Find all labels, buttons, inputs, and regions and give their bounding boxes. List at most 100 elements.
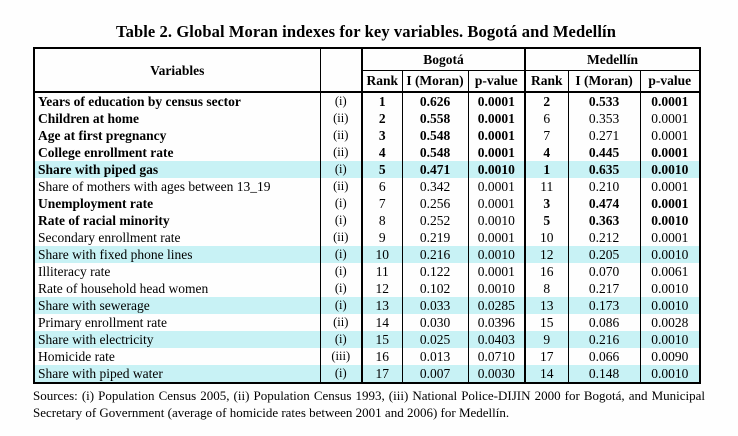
variable-name-cell: Share with piped gas — [34, 161, 321, 178]
variable-name-cell: Share with fixed phone lines — [34, 246, 321, 263]
bogota-moran-cell: 0.256 — [402, 195, 469, 212]
medellin-pvalue-cell: 0.0010 — [640, 246, 701, 263]
table-row: Share with electricity (i) 15 0.025 0.0403 9 0… — [34, 331, 701, 348]
table-row: Primary enrollment rate (ii) 14 0.030 0.0396… — [34, 314, 700, 331]
medellin-rank-cell: 16 — [525, 263, 569, 280]
variable-name-cell: Years of education by census sector — [34, 92, 321, 110]
medellin-pvalue-header: p-value — [640, 70, 701, 93]
medellin-pvalue-cell: 0.0010 — [651, 213, 689, 228]
bogota-pvalue-cell: 0.0001 — [468, 229, 527, 246]
medellin-pvalue-cell: 0.0001 — [651, 179, 689, 194]
bogota-moran-cell: 0.626 — [402, 92, 469, 110]
source-note-cell: (ii) — [320, 144, 363, 161]
medellin-pvalue-cell: 0.0010 — [640, 331, 701, 348]
source-note-cell: (ii) — [320, 110, 363, 127]
bogota-moran-cell: 0.219 — [402, 229, 469, 246]
variable-name-cell: Unemployment rate — [34, 195, 321, 212]
bogota-rank-cell: 16 — [362, 348, 403, 365]
sources-footnote: Sources: (i) Population Census 2005, (ii… — [33, 388, 705, 420]
medellin-pvalue-cell: 0.0001 — [651, 230, 689, 245]
bogota-moran-cell: 0.252 — [402, 212, 469, 229]
medellin-pvalue-cell: 0.0010 — [640, 365, 701, 383]
subcolumn-header-row: Rank I (Moran) p-value Rank I (Moran) p-… — [34, 70, 701, 93]
variable-name-cell: Share with sewerage — [34, 297, 321, 314]
bogota-rank-header: Rank — [362, 70, 403, 93]
table-row: Rate of racial minority (i) 8 0.252 0.0010 5 0… — [34, 212, 700, 229]
medellin-pvalue-cell: 0.0001 — [651, 196, 689, 211]
variable-name-cell: Primary enrollment rate — [34, 314, 321, 331]
bogota-moran-cell: 0.030 — [402, 314, 469, 331]
table-body: Years of education by census sector (i) 1 0… — [34, 92, 701, 383]
source-note-cell: (ii) — [320, 127, 363, 144]
bogota-pvalue-cell: 0.0010 — [468, 280, 527, 297]
medellin-moran-cell: 0.271 — [568, 127, 641, 144]
variable-name-cell: Share with piped water — [34, 365, 321, 383]
medellin-rank-cell: 13 — [525, 297, 569, 314]
bogota-moran-cell: 0.548 — [402, 144, 469, 161]
medellin-rank-cell: 4 — [525, 144, 569, 161]
source-note-cell: (i) — [320, 161, 363, 178]
table-row: Years of education by census sector (i) 1 0… — [34, 92, 700, 110]
bogota-rank-cell: 5 — [362, 161, 403, 178]
bogota-rank-cell: 7 — [362, 195, 403, 212]
medellin-pvalue-cell: 0.0010 — [640, 297, 701, 314]
source-note-cell: (i) — [320, 365, 363, 383]
variable-name-cell: Share with electricity — [34, 331, 321, 348]
variable-name-cell: College enrollment rate — [34, 144, 321, 161]
medellin-rank-cell: 2 — [525, 92, 569, 110]
note-column-header — [320, 48, 363, 93]
table-row: Age at first pregnancy (ii) 3 0.548 0.0001 7 0… — [34, 127, 700, 144]
city-header-bogota: Bogotá — [362, 48, 526, 71]
bogota-moran-cell: 0.216 — [402, 246, 469, 263]
medellin-rank-cell: 1 — [525, 161, 569, 178]
medellin-rank-cell: 6 — [525, 110, 569, 127]
medellin-pvalue-cell: 0.0001 — [651, 94, 689, 109]
variables-column-header: Variables — [34, 48, 321, 93]
city-header-row: Variables Bogotá Medellín — [34, 48, 701, 93]
medellin-pvalue-cell: 0.0001 — [651, 128, 689, 143]
table-row: Unemployment rate (i) 7 0.256 0.0001 3 0.474 0.… — [34, 195, 700, 212]
medellin-pvalue-cell: 0.0028 — [651, 315, 689, 330]
bogota-moran-cell: 0.025 — [402, 331, 469, 348]
medellin-pvalue-cell: 0.0010 — [651, 281, 689, 296]
variable-name-cell: Share of mothers with ages between 13_19 — [34, 178, 321, 195]
table-row: Share with piped gas (i) 5 0.471 0.0010 1 0.63… — [34, 161, 701, 178]
table-header: Variables Bogotá Medellín Rank I (Moran)… — [34, 48, 701, 93]
table-row: Illiteracy rate (i) 11 0.122 0.0001 16 0.070 0.… — [34, 263, 700, 280]
bogota-pvalue-cell: 0.0396 — [468, 314, 527, 331]
bogota-rank-cell: 6 — [362, 178, 403, 195]
bogota-rank-cell: 4 — [362, 144, 403, 161]
medellin-moran-cell: 0.210 — [568, 178, 641, 195]
source-note-cell: (i) — [320, 280, 363, 297]
medellin-rank-cell: 5 — [525, 212, 569, 229]
bogota-moran-cell: 0.122 — [402, 263, 469, 280]
medellin-moran-cell: 0.363 — [568, 212, 641, 229]
variable-name-cell: Rate of household head women — [34, 280, 321, 297]
bogota-pvalue-cell: 0.0001 — [468, 144, 527, 161]
medellin-moran-cell: 0.205 — [568, 246, 641, 263]
table-row: Share of mothers with ages between 13_19… — [34, 178, 700, 195]
source-note-cell: (i) — [320, 263, 363, 280]
medellin-moran-cell: 0.217 — [568, 280, 641, 297]
medellin-rank-cell: 8 — [525, 280, 569, 297]
bogota-pvalue-cell: 0.0010 — [468, 161, 527, 178]
medellin-rank-cell: 10 — [525, 229, 569, 246]
medellin-moran-cell: 0.353 — [568, 110, 641, 127]
medellin-rank-cell: 15 — [525, 314, 569, 331]
table-row: Children at home (ii) 2 0.558 0.0001 6 0.353 0.… — [34, 110, 700, 127]
variable-name-cell: Secondary enrollment rate — [34, 229, 321, 246]
source-note-cell: (i) — [320, 195, 363, 212]
bogota-pvalue-cell: 0.0010 — [468, 246, 527, 263]
medellin-moran-cell: 0.070 — [568, 263, 641, 280]
bogota-rank-cell: 8 — [362, 212, 403, 229]
medellin-moran-cell: 0.635 — [568, 161, 641, 178]
medellin-moran-cell: 0.216 — [568, 331, 641, 348]
bogota-rank-cell: 2 — [362, 110, 403, 127]
bogota-moran-cell: 0.102 — [402, 280, 469, 297]
variable-name-cell: Rate of racial minority — [34, 212, 321, 229]
medellin-moran-cell: 0.533 — [568, 92, 641, 110]
bogota-pvalue-cell: 0.0001 — [468, 92, 527, 110]
table-row: Share with fixed phone lines (i) 10 0.216 0.… — [34, 246, 701, 263]
source-note-cell: (ii) — [320, 229, 363, 246]
bogota-pvalue-cell: 0.0001 — [468, 178, 527, 195]
